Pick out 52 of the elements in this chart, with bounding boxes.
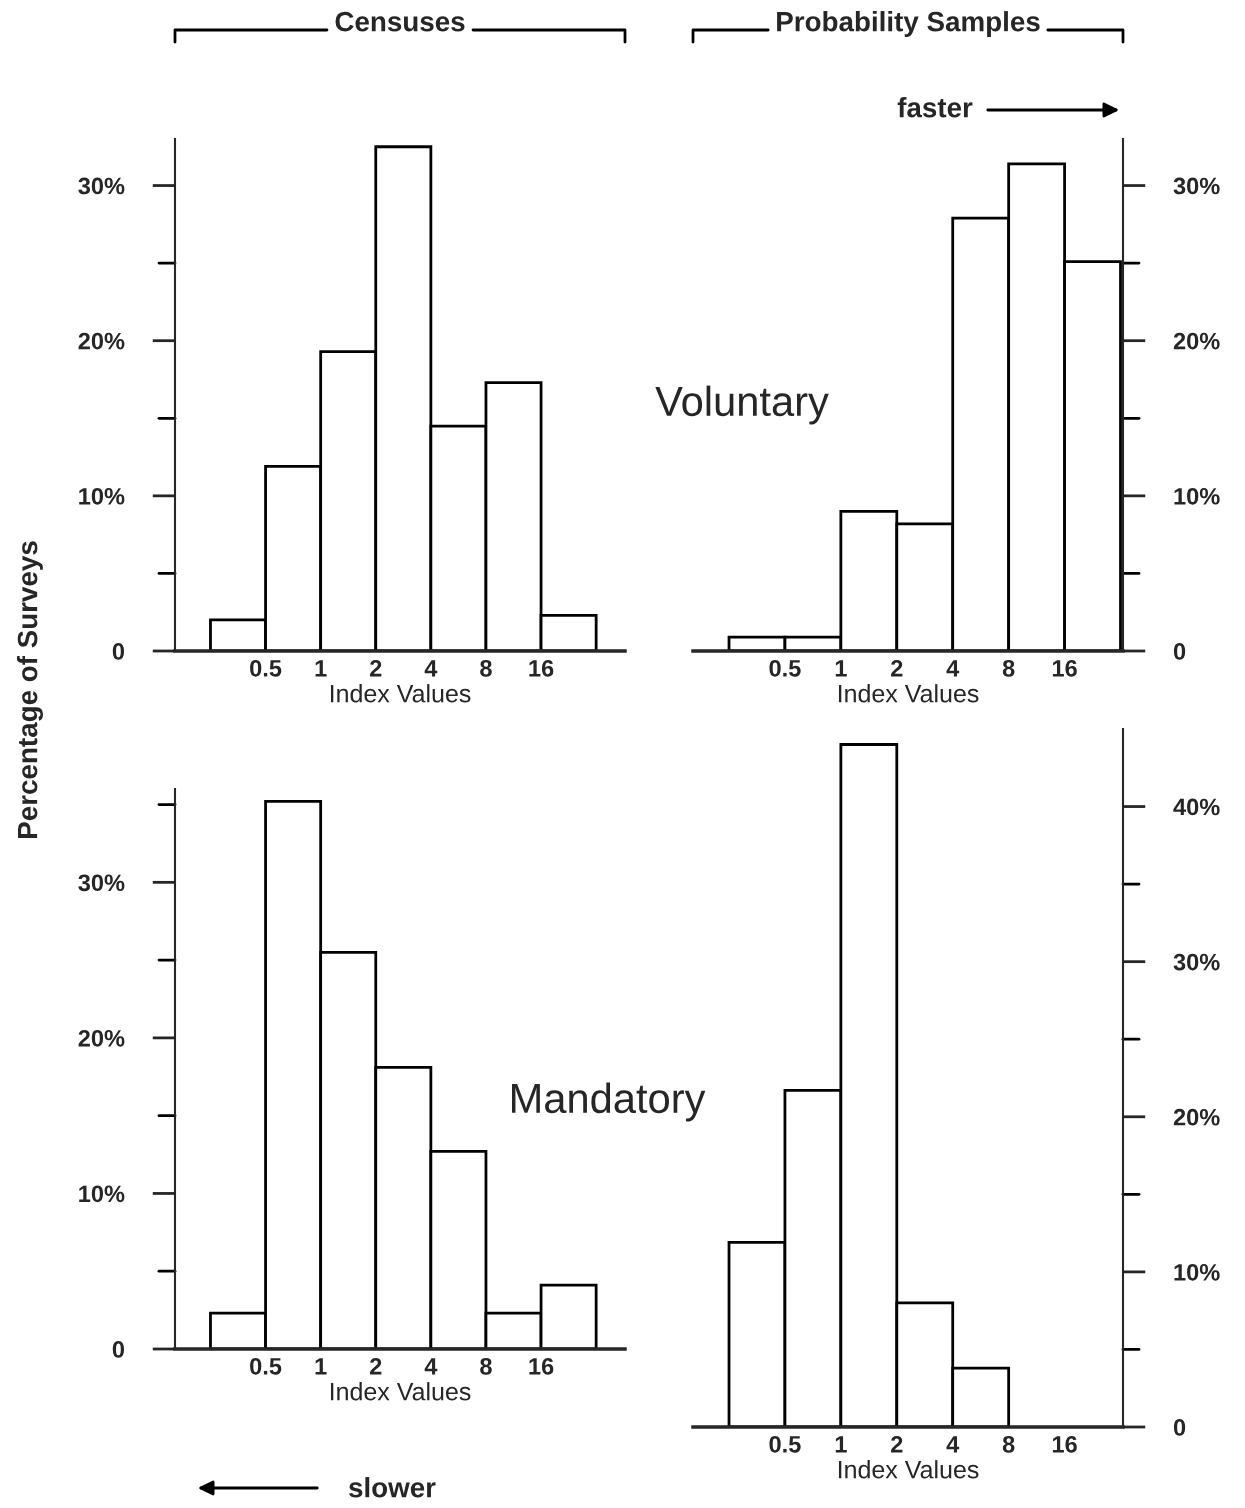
y-tick-label: 30% bbox=[1173, 177, 1220, 195]
x-axis-title: Index Values bbox=[838, 684, 979, 703]
x-tick-label: 0.5 bbox=[769, 659, 801, 677]
x-tick-label: 1 bbox=[835, 660, 847, 677]
y-tick-label: 20% bbox=[1173, 1108, 1220, 1126]
x-tick-label: 16 bbox=[529, 1357, 554, 1375]
y-tick-label: 30% bbox=[78, 177, 125, 195]
y-tick-label: 30% bbox=[78, 874, 125, 892]
y-tick-label: 10% bbox=[1174, 487, 1220, 505]
y-tick-label: 10% bbox=[79, 1185, 125, 1203]
y-tick-label: 0 bbox=[112, 643, 125, 660]
x-tick-label: 0.5 bbox=[250, 659, 282, 677]
x-tick-label: 16 bbox=[1052, 659, 1077, 677]
x-tick-label: 1 bbox=[315, 660, 327, 677]
x-tick-label: 2 bbox=[370, 659, 382, 677]
x-tick-label: 16 bbox=[1052, 1435, 1077, 1453]
y-tick-label: 30% bbox=[1173, 953, 1220, 971]
y-tick-label: 40% bbox=[1173, 798, 1220, 816]
y-tick-label: 10% bbox=[79, 487, 125, 505]
x-tick-label: 2 bbox=[891, 659, 903, 677]
annotation: Mandatory bbox=[512, 1082, 706, 1122]
x-tick-label: 8 bbox=[480, 1357, 492, 1375]
x-axis-title: Index Values bbox=[330, 1382, 471, 1401]
x-tick-label: 1 bbox=[835, 1436, 847, 1453]
x-tick-label: 4 bbox=[424, 1358, 438, 1375]
x-tick-label: 2 bbox=[370, 1357, 382, 1375]
y-axis-title: Percentage of Surveys bbox=[16, 541, 44, 838]
x-tick-label: 4 bbox=[946, 660, 960, 677]
x-tick-label: 8 bbox=[1002, 659, 1015, 677]
x-axis-title: Index Values bbox=[838, 1460, 979, 1479]
x-tick-label: 1 bbox=[315, 1358, 327, 1375]
y-tick-label: 20% bbox=[78, 332, 125, 350]
y-tick-label: 0 bbox=[112, 1341, 125, 1358]
x-tick-label: 0.5 bbox=[769, 1435, 801, 1453]
y-tick-label: 10% bbox=[1174, 1263, 1220, 1281]
x-tick-label: 16 bbox=[529, 659, 554, 677]
x-tick-label: 4 bbox=[946, 1436, 960, 1453]
chart-title: Probability Samples bbox=[777, 11, 1040, 37]
annotation: Voluntary bbox=[655, 385, 829, 425]
x-tick-label: 2 bbox=[891, 1435, 903, 1453]
x-tick-label: 4 bbox=[424, 660, 438, 677]
y-tick-label: 0 bbox=[1173, 643, 1186, 660]
y-tick-label: 20% bbox=[1173, 332, 1220, 350]
x-tick-label: 8 bbox=[1002, 1435, 1015, 1453]
text: slower bbox=[348, 1477, 436, 1498]
chart-title: Censuses bbox=[335, 11, 465, 32]
y-tick-label: 0 bbox=[1173, 1419, 1186, 1436]
x-axis-title: Index Values bbox=[330, 684, 471, 703]
text: faster bbox=[897, 97, 973, 118]
x-tick-label: 8 bbox=[480, 659, 492, 677]
y-tick-label: 20% bbox=[78, 1029, 125, 1047]
x-tick-label: 0.5 bbox=[250, 1357, 282, 1375]
